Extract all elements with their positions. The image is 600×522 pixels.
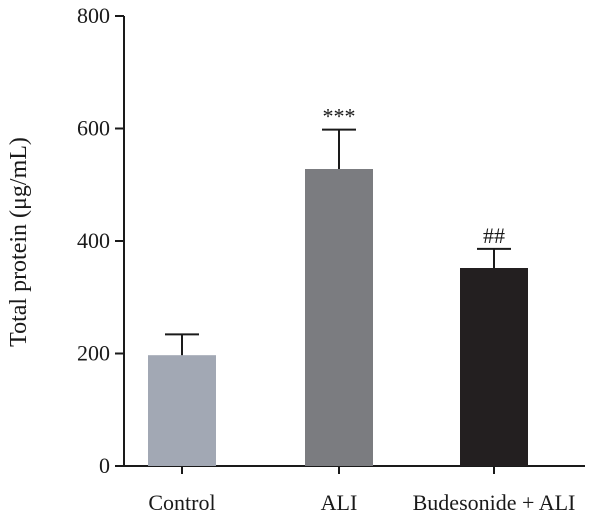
y-tick-label: 0 (99, 453, 110, 478)
significance-labels: *** ## (323, 104, 506, 248)
significance-label: ## (483, 223, 505, 248)
category-label: ALI (321, 490, 358, 515)
error-bars (165, 128, 511, 356)
x-axis (123, 465, 585, 474)
y-tick-label: 800 (77, 3, 110, 28)
y-tick-label: 200 (77, 341, 110, 366)
significance-label: *** (323, 104, 356, 129)
category-labels: Control ALI Budesonide + ALI (148, 490, 575, 515)
bars (148, 169, 528, 466)
category-label: Control (148, 490, 215, 515)
bar (460, 268, 528, 466)
category-label: Budesonide + ALI (413, 490, 576, 515)
y-axis: 0 200 400 600 800 (77, 3, 125, 478)
bar (148, 355, 216, 466)
y-tick-label: 400 (77, 228, 110, 253)
bar (305, 169, 373, 466)
y-axis-title: Total protein (μg/mL) (6, 137, 32, 347)
y-tick-label: 600 (77, 116, 110, 141)
